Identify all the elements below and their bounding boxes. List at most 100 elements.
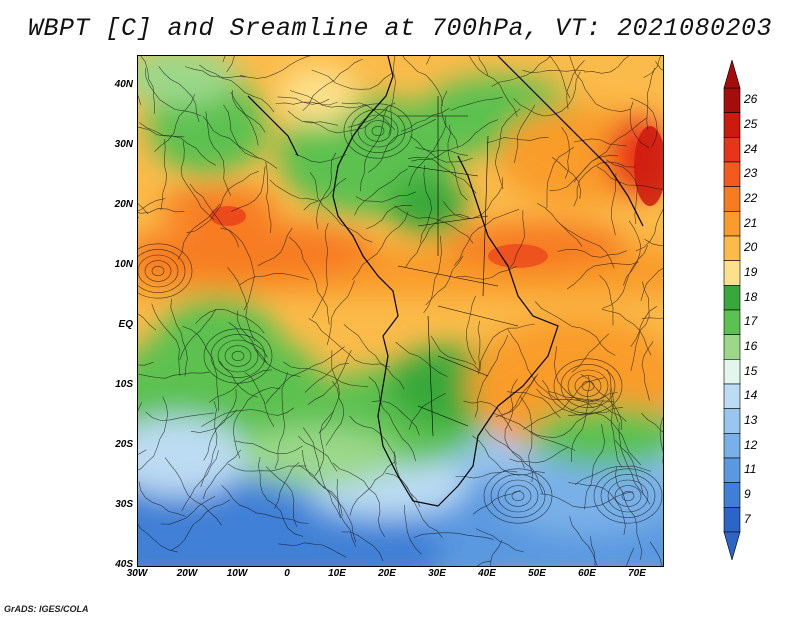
streamline (201, 407, 295, 427)
streamline (325, 381, 345, 446)
vortex-streamline (497, 479, 539, 513)
streamline (354, 168, 408, 216)
streamline (368, 118, 436, 173)
streamline (602, 244, 648, 309)
streamline (546, 146, 575, 209)
streamline (477, 320, 481, 375)
vortex-streamline (483, 468, 553, 524)
streamline (265, 161, 272, 234)
streamline (366, 204, 412, 230)
streamline (219, 360, 258, 398)
streamline (491, 56, 551, 87)
streamline (138, 126, 185, 138)
streamline (138, 313, 157, 331)
streamline (626, 547, 635, 566)
streamline (349, 415, 397, 465)
vortex-streamline (593, 468, 663, 524)
streamline (476, 560, 492, 566)
vortex-streamline (231, 350, 245, 362)
streamline (233, 387, 281, 459)
vortex-streamline (490, 474, 546, 518)
streamline (277, 542, 347, 558)
streamline (288, 236, 330, 325)
streamline (440, 90, 459, 149)
streamline (630, 281, 650, 347)
streamline (561, 126, 570, 179)
streamline (239, 273, 309, 286)
streamline (463, 400, 513, 432)
streamline (138, 481, 186, 517)
vortex-streamline (371, 125, 385, 137)
colorbar-label: 12 (744, 437, 758, 452)
streamline (195, 308, 265, 334)
x-axis-tick-label: 60E (578, 568, 596, 579)
streamline (404, 504, 422, 555)
streamline (509, 446, 568, 464)
vortex-streamline (138, 243, 193, 299)
y-axis-tick-label: 30S (115, 499, 133, 510)
streamline (202, 115, 260, 159)
streamline (303, 177, 347, 211)
streamline (349, 461, 396, 516)
streamline (182, 326, 219, 412)
streamline (283, 361, 369, 388)
streamline (277, 96, 330, 105)
streamline (307, 349, 352, 405)
x-axis-tick-label: 20E (378, 568, 396, 579)
streamline (489, 539, 503, 566)
streamline (641, 412, 663, 433)
colorbar-label: 23 (744, 166, 758, 181)
streamline (475, 528, 524, 553)
streamline (269, 179, 318, 201)
streamline (508, 210, 525, 270)
streamline (486, 137, 549, 144)
streamline (484, 428, 544, 494)
streamline (401, 107, 450, 132)
streamline (596, 166, 663, 191)
streamline (615, 440, 644, 495)
streamline (257, 227, 293, 267)
streamline (140, 56, 155, 114)
streamline (170, 499, 231, 552)
streamline (200, 400, 218, 488)
streamline (139, 122, 217, 166)
vortex-streamline (504, 485, 532, 507)
x-axis-tick-label: 50E (528, 568, 546, 579)
streamline (239, 56, 311, 79)
vortex-streamline (581, 380, 595, 392)
streamline (177, 203, 221, 260)
streamline (170, 298, 188, 377)
streamline (599, 275, 614, 326)
x-axis-tick-label: 0 (284, 568, 290, 579)
colorbar-label: 13 (744, 413, 758, 427)
streamline (493, 413, 576, 451)
streamline (569, 56, 631, 112)
streamline (181, 450, 219, 512)
streamline (186, 171, 259, 233)
streamline (514, 104, 536, 163)
streamline (145, 411, 215, 421)
x-axis-tick-label: 40E (478, 568, 496, 579)
y-axis-tick-label: 20S (115, 439, 133, 450)
colorbar-bottom-arrow (723, 531, 741, 560)
colorbar (723, 60, 741, 560)
streamline (298, 464, 357, 543)
streamline (610, 173, 617, 236)
streamline (549, 155, 618, 191)
x-axis-tick-label: 10E (328, 568, 346, 579)
streamline (355, 191, 417, 203)
colorbar-label: 7 (744, 511, 751, 526)
streamline (542, 379, 623, 416)
streamline (316, 152, 337, 230)
colorbar-label: 19 (744, 265, 758, 279)
streamline (227, 267, 256, 342)
streamline (199, 64, 275, 113)
streamline (236, 310, 268, 364)
streamline (304, 363, 349, 393)
streamline (138, 523, 178, 553)
streamline (553, 346, 614, 402)
vortex-streamline (567, 369, 609, 403)
streamline (641, 317, 663, 319)
streamline (584, 424, 606, 510)
streamline (311, 223, 329, 319)
